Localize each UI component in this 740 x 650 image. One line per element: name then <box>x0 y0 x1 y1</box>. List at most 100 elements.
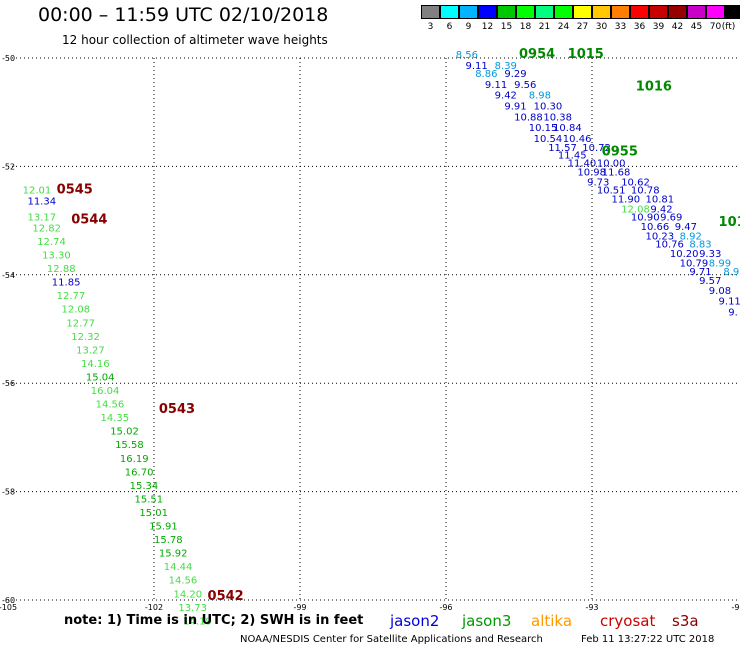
data-point: 14.56 <box>169 576 198 587</box>
colorbar-label: 27 <box>576 22 589 32</box>
colorbar-label: 33 <box>614 22 627 32</box>
x-tick-label: -90 <box>731 603 740 612</box>
x-tick-label: -93 <box>585 603 598 612</box>
data-point: 15.92 <box>159 549 188 560</box>
legend-altika: altika <box>531 612 573 630</box>
colorbar-label: 12 <box>481 22 494 32</box>
colorbar-swatch <box>459 5 478 19</box>
data-point: 13.17 <box>27 213 56 224</box>
data-point: 15.34 <box>130 481 159 492</box>
data-point: 12.88 <box>47 264 76 275</box>
data-point: 9.71 <box>689 267 711 278</box>
data-point: 9.56 <box>514 80 536 91</box>
data-point: 9.42 <box>650 204 672 215</box>
pass-time-label: 0543 <box>159 402 195 417</box>
y-tick-label: -58 <box>2 488 15 497</box>
data-point: 14.16 <box>81 359 110 370</box>
data-point: 12.74 <box>37 237 66 248</box>
data-point: 13.73 <box>178 603 207 614</box>
data-point: 12.08 <box>62 305 91 316</box>
data-point: 14.35 <box>100 413 129 424</box>
data-point: 9.73 <box>587 177 609 188</box>
y-tick-label: -56 <box>2 379 15 388</box>
data-point: 11.57 <box>548 143 577 154</box>
data-point: 10.51 <box>597 186 626 197</box>
colorbar-swatch <box>725 5 740 19</box>
data-point: 10.46 <box>563 134 592 145</box>
data-point: 15.51 <box>135 494 164 505</box>
pass-labels: 0545 0544 0543 0542 0954 1015 1016 0955 1017 <box>57 47 740 604</box>
data-point: 10.76 <box>655 240 684 251</box>
data-point: 9.11 <box>485 80 507 91</box>
data-point: 9.57 <box>699 276 721 287</box>
chart-title: 00:00 – 11:59 UTC 02/10/2018 <box>38 4 329 26</box>
data-point: 14.20 <box>173 589 202 600</box>
colorbar-label: 9 <box>465 22 472 32</box>
data-point: 11.34 <box>27 196 56 207</box>
data-point: 12.01 <box>23 186 52 197</box>
axes: -105 -102 -99 -96 -93 -90 -50 -52 -54 -56 -58 -60 <box>0 54 740 612</box>
data-point: 8.39 <box>495 61 517 72</box>
colorbar-label: 3 <box>427 22 434 32</box>
colorbar-swatch <box>554 5 573 19</box>
data-point: 10.72 <box>582 143 611 154</box>
colorbar-label: 42 <box>671 22 684 32</box>
colorbar-swatch <box>440 5 459 19</box>
legend-s3a: s3a <box>672 612 699 630</box>
colorbar-swatch <box>497 5 516 19</box>
data-point: 10.79 <box>680 259 709 270</box>
colorbar-label: 36 <box>633 22 646 32</box>
data-point: 14.19 <box>183 616 212 627</box>
pass-time-label: 0545 <box>57 183 93 198</box>
data-point: 9.33 <box>699 249 721 260</box>
data-point: 15.91 <box>149 522 178 533</box>
data-point: 9.08 <box>709 286 731 297</box>
colorbar-label: 70 <box>709 22 722 32</box>
colorbar-swatch <box>516 5 535 19</box>
data-point: 11.40 <box>568 158 597 169</box>
pass-time-label: 1016 <box>636 80 672 95</box>
data-point: 12.32 <box>71 332 100 343</box>
data-point: 12.77 <box>57 291 86 302</box>
data-point: 10.78 <box>631 186 660 197</box>
data-point: 9.47 <box>675 222 697 233</box>
data-point: 10.62 <box>621 177 650 188</box>
data-point: 8.99 <box>709 259 731 270</box>
legend-jason3: jason3 <box>462 612 512 630</box>
x-tick-label: -99 <box>293 603 306 612</box>
colorbar-swatch <box>478 5 497 19</box>
data-point: 8.9 <box>723 267 739 278</box>
footer-timestamp: Feb 11 13:27:22 UTC 2018 <box>581 634 715 645</box>
data-point: 16.04 <box>91 386 120 397</box>
colorbar-label: 24 <box>557 22 570 32</box>
data-point: 10.20 <box>670 249 699 260</box>
data-point: 9.29 <box>504 69 526 80</box>
x-tick-label: -105 <box>0 603 17 612</box>
footer-credit: NOAA/NESDIS Center for Satellite Applica… <box>240 634 543 645</box>
legend-jason2: jason2 <box>390 612 440 630</box>
data-point: 15.01 <box>139 508 168 519</box>
data-point: 10.98 <box>577 168 606 179</box>
data-point: 13.30 <box>42 251 71 262</box>
y-tick-label: -54 <box>2 271 15 280</box>
x-tick-label: -96 <box>439 603 452 612</box>
pass-time-label: 0544 <box>71 212 107 227</box>
pass-time-label: 0955 <box>602 145 638 160</box>
colorbar-swatch <box>649 5 668 19</box>
colorbar-label: 21 <box>538 22 551 32</box>
data-point: 11.45 <box>558 150 587 161</box>
data-point: 10.90 <box>631 213 660 224</box>
data-point: 11.68 <box>602 168 631 179</box>
grid-lines <box>8 57 738 601</box>
pass-time-label: 0954 <box>519 47 555 62</box>
pass-time-label: 0542 <box>208 589 244 604</box>
data-point: 10.38 <box>543 112 572 123</box>
colorbar-swatch <box>687 5 706 19</box>
data-point: 10.54 <box>534 134 563 145</box>
data-point: 9.11 <box>719 297 740 308</box>
legend-cryosat: cryosat <box>600 612 656 630</box>
data-point: 9.91 <box>504 101 526 112</box>
data-point: 12.82 <box>32 223 61 234</box>
colorbar-swatch <box>421 5 440 19</box>
